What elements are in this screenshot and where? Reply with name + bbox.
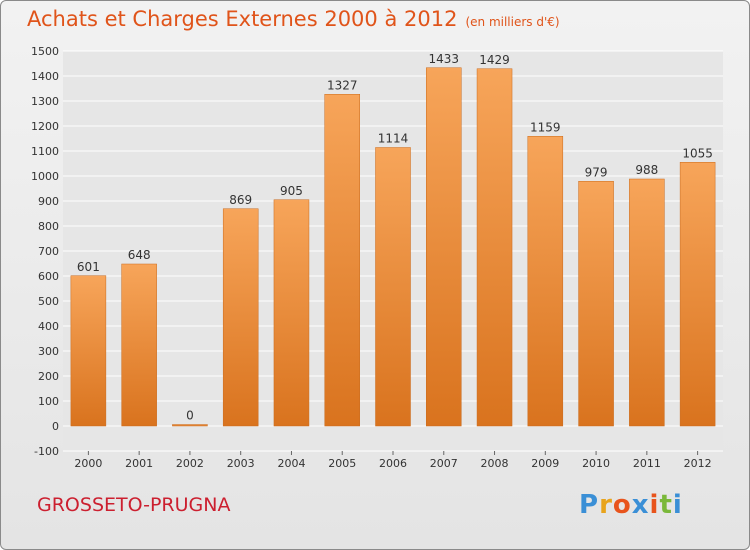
y-tick-label: 1400 — [31, 70, 59, 83]
logo-letter: i — [649, 490, 660, 520]
logo-letter: i — [672, 490, 683, 520]
y-tick-label: 100 — [38, 395, 59, 408]
x-axis-ticks: 2000 2001 2002 2003 2004 2005 2006 2007 2008 2009… — [74, 451, 712, 470]
logo-letter: o — [612, 490, 632, 520]
value-label: 1327 — [327, 78, 358, 92]
y-tick-label: 1300 — [31, 95, 59, 108]
title-text: Achats et Charges Externes 2000 à 2012 — [27, 7, 458, 31]
y-tick-label: -100 — [34, 445, 59, 458]
bar — [273, 199, 310, 427]
y-tick-label: 800 — [38, 220, 59, 233]
x-tick-label: 2004 — [277, 457, 305, 470]
bar — [222, 208, 259, 427]
x-tick-label: 2010 — [582, 457, 610, 470]
y-tick-label: 1000 — [31, 170, 59, 183]
y-tick-label: 900 — [38, 195, 59, 208]
value-label: 869 — [229, 193, 252, 207]
bar — [70, 275, 107, 427]
y-tick-label: 700 — [38, 245, 59, 258]
y-tick-label: 400 — [38, 320, 59, 333]
x-tick-label: 2003 — [227, 457, 255, 470]
value-label: 979 — [585, 165, 608, 179]
x-tick-label: 2007 — [430, 457, 458, 470]
value-label: 1055 — [682, 146, 713, 160]
bar — [324, 94, 360, 427]
logo-letter: t — [659, 490, 673, 520]
value-label: 1429 — [479, 53, 510, 67]
bar — [679, 162, 716, 427]
bar — [476, 68, 513, 427]
bars — [70, 67, 716, 427]
x-tick-label: 2005 — [328, 457, 356, 470]
x-tick-label: 2002 — [176, 457, 204, 470]
chart-subtitle: (en milliers d'€) — [465, 15, 560, 29]
proxiti-logo: Proxiti — [579, 490, 683, 520]
value-label: 601 — [77, 260, 100, 274]
logo-letter: r — [599, 490, 613, 520]
value-label: 648 — [128, 248, 151, 262]
x-tick-label: 2000 — [74, 457, 102, 470]
chart-title: Achats et Charges Externes 2000 à 2012 (e… — [27, 7, 560, 31]
y-tick-label: 0 — [52, 420, 59, 433]
value-label: 905 — [280, 184, 303, 198]
x-tick-label: 2011 — [633, 457, 661, 470]
bar — [172, 424, 208, 427]
value-label: 1114 — [378, 132, 409, 146]
bar — [121, 263, 157, 427]
x-tick-label: 2001 — [125, 457, 153, 470]
x-tick-label: 2009 — [531, 457, 559, 470]
logo-letter: P — [579, 490, 600, 520]
value-labels: 601 648 0 869 905 1327 1114 1433 1429 1159 979 988 1… — [77, 52, 713, 423]
value-label: 1159 — [530, 120, 561, 134]
y-tick-label: 1100 — [31, 145, 59, 158]
x-tick-label: 2008 — [481, 457, 509, 470]
y-tick-label: 1500 — [31, 45, 59, 58]
bar — [578, 181, 614, 427]
bar — [375, 147, 411, 427]
bar — [527, 136, 564, 427]
bar — [629, 178, 665, 427]
location-name: GROSSETO-PRUGNA — [37, 494, 231, 516]
y-tick-label: 500 — [38, 295, 59, 308]
y-tick-label: 200 — [38, 370, 59, 383]
value-label: 0 — [186, 409, 194, 423]
x-tick-label: 2006 — [379, 457, 407, 470]
y-tick-label: 300 — [38, 345, 59, 358]
y-tick-label: 600 — [38, 270, 59, 283]
y-axis-ticks: -100 0 100 200 300 400 500 600 700 800 900 1000 1100… — [31, 45, 59, 458]
logo-letter: x — [631, 490, 650, 520]
y-tick-label: 1200 — [31, 120, 59, 133]
bar — [426, 67, 462, 427]
x-tick-label: 2012 — [684, 457, 712, 470]
value-label: 1433 — [428, 52, 459, 66]
value-label: 988 — [635, 163, 658, 177]
